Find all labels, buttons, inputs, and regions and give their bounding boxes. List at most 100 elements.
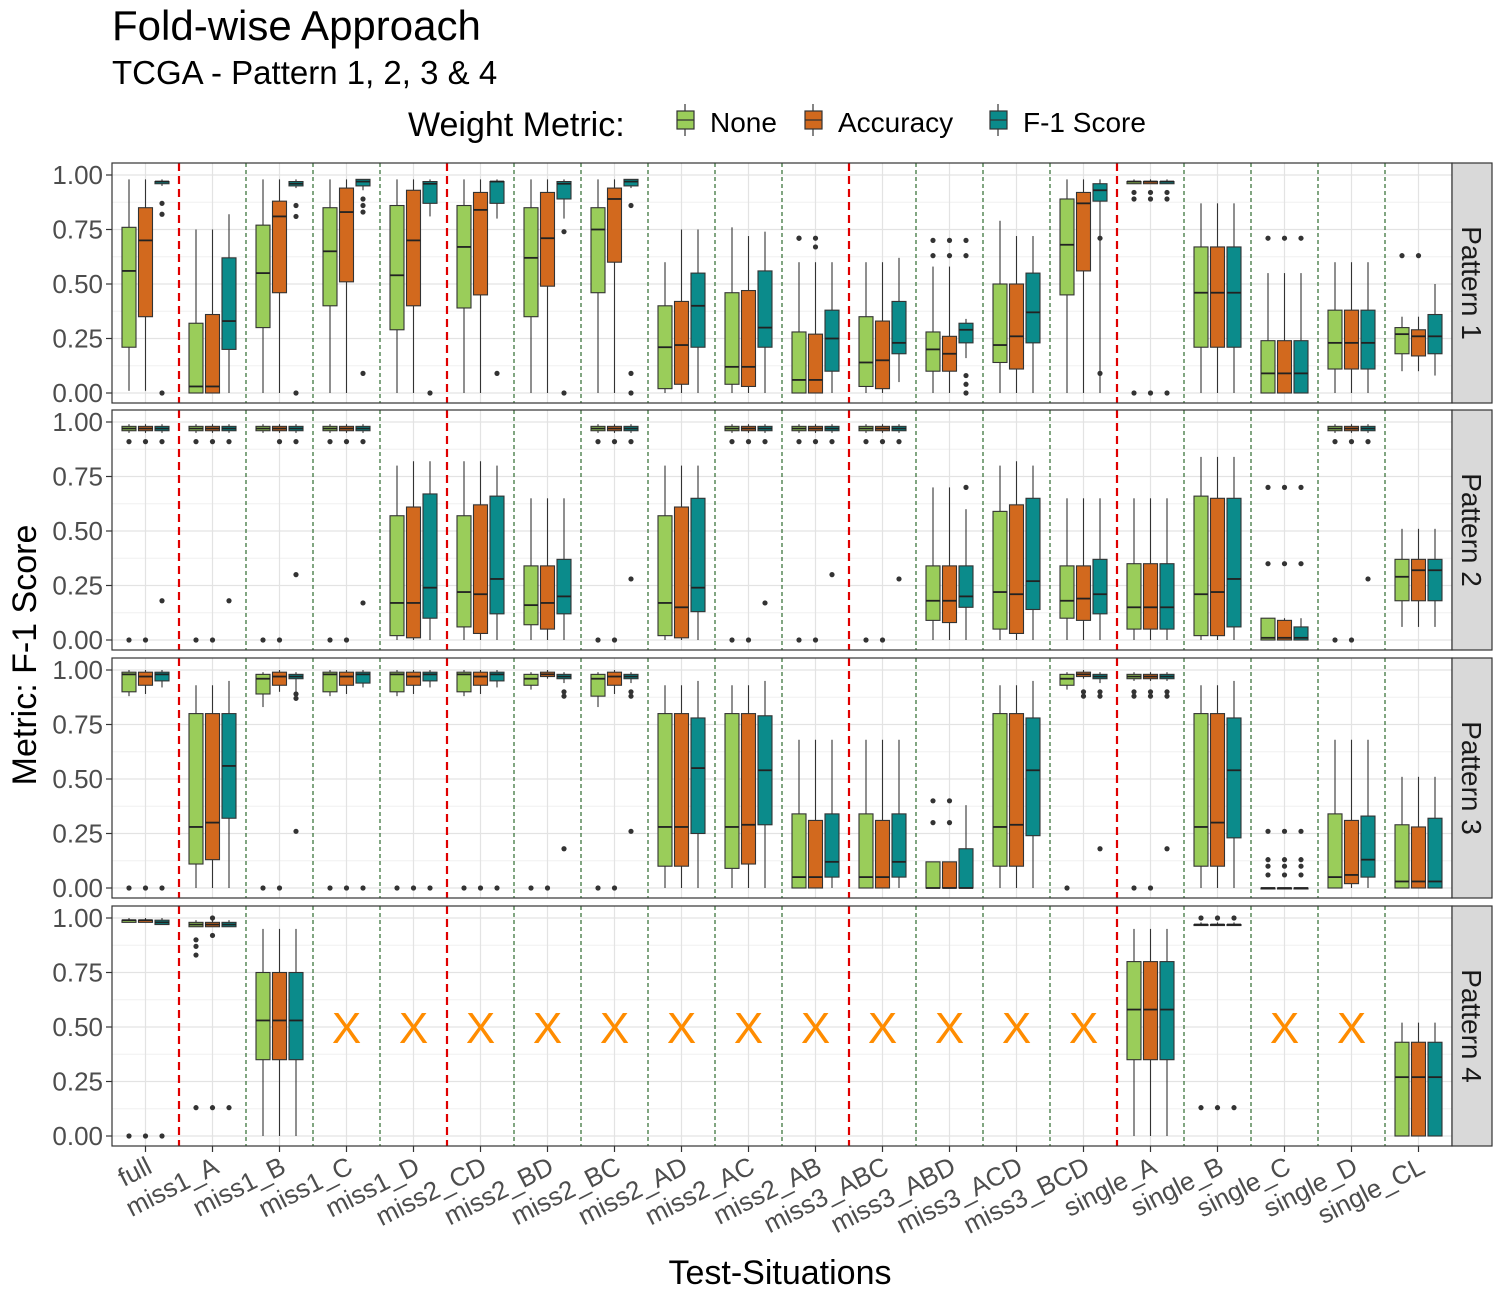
box-miss1-a-none: [188, 229, 204, 394]
iqr-box: [523, 207, 539, 318]
outlier-point: [293, 695, 299, 701]
outlier-point: [812, 244, 819, 250]
iqr-box: [1092, 183, 1108, 202]
box-miss3-abc-f-1-score: [891, 257, 907, 383]
outlier-point: [1131, 189, 1137, 196]
box-miss1-c-f-1-score: [355, 670, 371, 891]
outlier-point: [142, 885, 149, 891]
box-miss2-cd-f-1-score: [489, 465, 505, 640]
iqr-box: [288, 971, 304, 1061]
outlier-point: [159, 885, 165, 891]
outlier-point: [561, 846, 567, 852]
box-single-b-f-1-score: [1226, 915, 1242, 1111]
box-miss1-d-f-1-score: [422, 179, 438, 396]
box-miss2-bd-f-1-score: [556, 179, 572, 396]
box-single-cl-accuracy: [1410, 528, 1427, 627]
outlier-point: [360, 209, 366, 215]
box-miss2-ac-accuracy: [740, 685, 757, 888]
iqr-box: [1025, 497, 1041, 611]
outlier-point: [193, 637, 199, 643]
iqr-box: [456, 204, 472, 309]
iqr-box: [1092, 558, 1108, 615]
box-miss2-ac-accuracy: [740, 424, 757, 643]
iqr-box: [824, 309, 840, 372]
legend-item-none: None: [676, 104, 777, 138]
box-miss2-ac-f-1-score: [757, 680, 773, 888]
iqr-box: [422, 493, 438, 619]
iqr-box: [1427, 1041, 1443, 1137]
box-miss3-abc-accuracy: [874, 739, 891, 889]
outlier-point: [963, 390, 969, 396]
box-miss2-ab-f-1-score: [824, 262, 840, 393]
box-full-accuracy: [137, 918, 154, 1139]
box-miss1-b-f-1-score: [288, 928, 304, 1136]
iqr-box: [874, 819, 891, 889]
outlier-point: [812, 235, 819, 241]
iqr-box: [1394, 1041, 1410, 1137]
box-miss3-abc-none: [858, 424, 874, 643]
box-miss1-b-f-1-score: [288, 179, 304, 396]
box-miss2-ab-none: [791, 235, 807, 394]
box-miss3-bcd-accuracy: [1075, 498, 1092, 640]
outlier-point: [1164, 846, 1170, 852]
iqr-box: [322, 207, 338, 307]
box-single-a-none: [1126, 928, 1142, 1136]
iqr-box: [271, 200, 288, 294]
iqr-box: [724, 713, 740, 869]
iqr-box: [690, 497, 706, 613]
box-miss2-bd-accuracy: [539, 179, 556, 393]
box-miss2-bc-f-1-score: [623, 424, 639, 582]
outlier-point: [193, 943, 199, 949]
box-miss2-bc-accuracy: [606, 670, 623, 891]
outlier-point: [1147, 885, 1154, 891]
box-miss2-ab-f-1-score: [824, 739, 840, 888]
missing-marker: X: [332, 1004, 361, 1053]
iqr-box: [992, 510, 1008, 630]
outlier-point: [209, 915, 216, 921]
iqr-box: [456, 671, 472, 693]
y-tick-label: 0.75: [52, 462, 103, 492]
iqr-box: [1394, 558, 1410, 602]
outlier-point: [930, 253, 936, 259]
iqr-box: [941, 861, 958, 889]
box-miss1-c-none: [322, 670, 338, 891]
outlier-point: [193, 1105, 199, 1111]
outlier-point: [930, 820, 936, 826]
y-tick-label: 1.00: [52, 903, 103, 933]
outlier-point: [1281, 863, 1288, 869]
iqr-box: [1075, 565, 1092, 621]
outlier-point: [226, 439, 232, 445]
iqr-box: [405, 506, 422, 639]
box-miss2-ad-f-1-score: [690, 680, 706, 888]
box-single-a-none: [1126, 672, 1142, 891]
box-miss3-acd-none: [992, 685, 1008, 888]
box-miss3-abd-accuracy: [941, 237, 958, 393]
outlier-point: [829, 572, 835, 578]
box-miss3-abd-accuracy: [941, 798, 958, 889]
outlier-point: [1298, 828, 1304, 834]
iqr-box: [690, 717, 706, 835]
box-single-d-accuracy: [1343, 739, 1360, 888]
box-miss3-bcd-none: [1059, 179, 1075, 393]
box-miss2-ac-f-1-score: [757, 424, 773, 606]
box-miss1-b-accuracy: [271, 424, 288, 643]
box-miss1-b-f-1-score: [288, 672, 304, 834]
box-single-b-none: [1193, 456, 1209, 640]
box-miss1-a-none: [188, 424, 204, 643]
box-miss1-b-none: [255, 672, 271, 891]
y-tick-label: 0.25: [52, 571, 103, 601]
outlier-point: [343, 637, 350, 643]
outlier-point: [1365, 576, 1371, 582]
outlier-point: [628, 370, 634, 376]
iqr-box: [389, 671, 405, 693]
outlier-point: [611, 637, 618, 643]
outlier-point: [360, 439, 366, 445]
missing-marker: X: [1337, 1004, 1366, 1053]
outlier-point: [1265, 235, 1271, 241]
outlier-point: [628, 689, 634, 695]
iqr-box: [1276, 619, 1293, 641]
outlier-point: [1281, 872, 1288, 878]
outlier-point: [1231, 915, 1237, 921]
outlier-point: [1164, 189, 1170, 196]
box-single-b-f-1-score: [1226, 203, 1242, 393]
